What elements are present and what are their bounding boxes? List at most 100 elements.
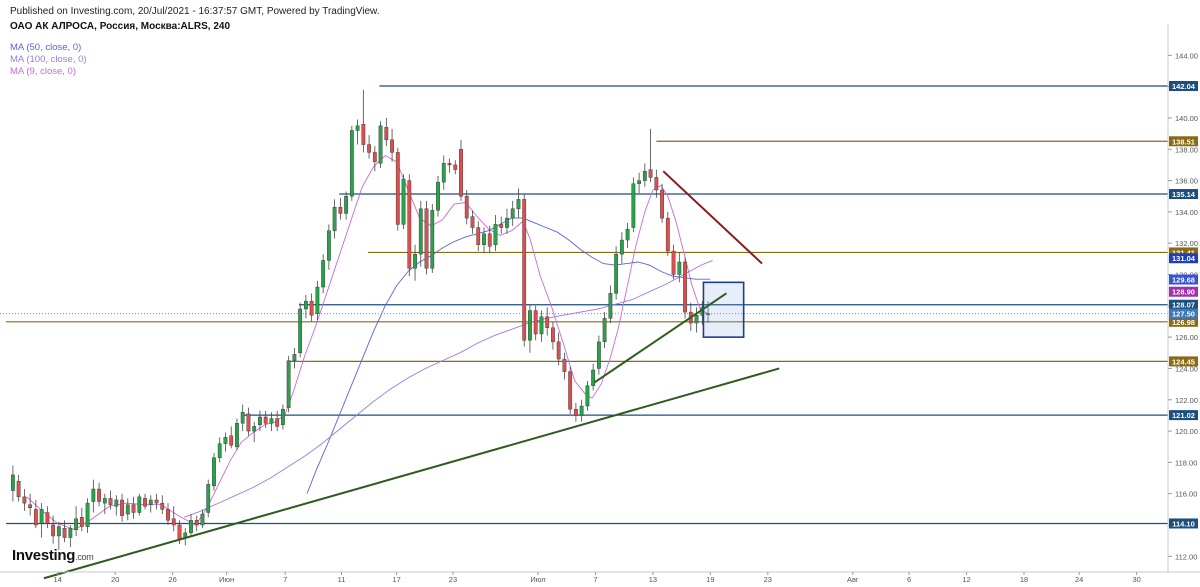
candle-body <box>476 227 481 245</box>
price-label-box <box>1169 356 1198 367</box>
candle-body <box>315 286 320 314</box>
candle-body <box>372 152 377 162</box>
candle-body <box>189 520 193 534</box>
candle-body <box>596 341 601 369</box>
x-tick-label: 13 <box>649 575 657 584</box>
candle-body <box>91 488 96 502</box>
candle-body <box>97 488 101 502</box>
candle-body <box>235 423 239 447</box>
x-tick-label: 18 <box>1020 575 1028 584</box>
price-label-box <box>1169 136 1198 147</box>
candle-body <box>39 509 44 524</box>
x-tick-label: 23 <box>764 575 772 584</box>
price-label-box <box>1169 286 1198 297</box>
x-tick-label: 24 <box>1075 575 1083 584</box>
candle-body <box>585 385 590 407</box>
candle-body <box>493 224 498 245</box>
candle-body <box>579 405 584 416</box>
candle-body <box>453 164 458 170</box>
candle-body <box>246 413 251 432</box>
x-tick-label: 30 <box>1132 575 1140 584</box>
candle-body <box>706 313 710 315</box>
candle-body <box>390 139 394 153</box>
candle-body <box>608 293 613 319</box>
candle-body <box>602 318 607 343</box>
candle-body <box>361 124 366 145</box>
candle-body <box>269 418 274 424</box>
x-tick-label: 26 <box>168 575 176 584</box>
y-tick-label: 140.00 <box>1175 114 1198 123</box>
candle-body <box>355 125 360 131</box>
y-tick-label: 136.00 <box>1175 177 1198 186</box>
candle-body <box>441 163 446 183</box>
candle-body <box>487 233 492 247</box>
indicator-ma50[interactable]: MA (50, close, 0) <box>10 42 82 53</box>
x-tick-label: 6 <box>907 575 911 584</box>
candle-body <box>694 315 699 324</box>
candle-body <box>505 217 509 228</box>
candle-body <box>143 498 147 507</box>
x-tick-label: 23 <box>449 575 457 584</box>
indicator-ma100[interactable]: MA (100, close, 0) <box>10 54 87 65</box>
trendline <box>43 367 780 580</box>
candle-body <box>619 239 624 255</box>
candle-body <box>298 308 303 353</box>
candle-body <box>33 509 38 526</box>
candle-body <box>223 437 228 444</box>
candle-body <box>200 513 205 526</box>
candle-body <box>229 435 234 446</box>
price-labels: 142.04 138.51 135.14 131.41 128.07 126.98 124.… <box>1169 81 1198 529</box>
price-label: 126.98 <box>1172 318 1195 327</box>
candle-body <box>114 499 119 507</box>
investing-logo: Investing.com <box>12 547 94 564</box>
candle-body <box>275 418 280 427</box>
candle-body <box>160 502 165 510</box>
price-label: 127.50 <box>1172 310 1195 319</box>
price-label: 138.51 <box>1172 137 1195 146</box>
candle-body <box>482 233 486 245</box>
candle-body <box>28 504 33 509</box>
candle-body <box>648 169 653 178</box>
price-label-box <box>1169 316 1198 327</box>
candle-body <box>281 408 285 426</box>
candle-body <box>528 310 532 341</box>
candle-body <box>556 341 561 360</box>
candle-body <box>499 224 504 228</box>
candle-body <box>45 512 50 524</box>
candle-body <box>137 496 142 513</box>
trendlines <box>43 170 780 580</box>
candle-body <box>56 526 61 537</box>
selection-box <box>702 281 745 338</box>
y-tick-label: 120.00 <box>1175 427 1198 436</box>
candle-body <box>395 152 400 225</box>
candle-body <box>378 125 383 164</box>
y-tick-label: 126.00 <box>1175 333 1198 342</box>
price-label-box <box>1169 410 1198 421</box>
candle-body <box>326 230 331 261</box>
y-tick-label: 124.00 <box>1175 364 1198 373</box>
candle-body <box>258 416 262 426</box>
candle-body <box>303 300 308 310</box>
candle-body <box>413 253 417 269</box>
candle-body <box>470 216 475 228</box>
candle-body <box>51 524 56 537</box>
candle-body <box>131 504 136 513</box>
candle-body <box>683 261 687 313</box>
y-tick-label: 134.00 <box>1175 208 1198 217</box>
x-tick-label: 17 <box>392 575 400 584</box>
candle-body <box>642 170 647 181</box>
candle-body <box>332 206 337 231</box>
price-label: 121.02 <box>1172 411 1195 420</box>
candle-body <box>349 130 354 197</box>
candle-body <box>344 196 349 214</box>
indicator-ma9[interactable]: MA (9, close, 0) <box>10 66 76 77</box>
candle-body <box>217 443 222 458</box>
moving-averages <box>26 154 713 531</box>
candle-body <box>148 499 153 505</box>
candle-body <box>125 504 130 515</box>
price-label: 124.45 <box>1172 357 1195 366</box>
candle-body <box>177 524 182 540</box>
price-label: 142.04 <box>1172 82 1196 91</box>
candle-body <box>447 163 452 166</box>
